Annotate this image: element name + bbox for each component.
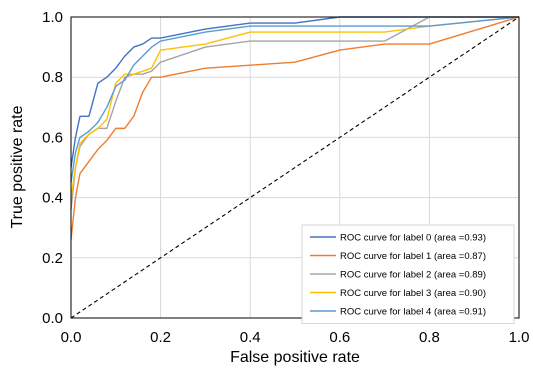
grid: [70, 16, 520, 319]
series-line-label-0: [70, 16, 519, 168]
y-tick-label: 1.0: [42, 9, 63, 26]
y-tick-label: 0.0: [42, 310, 63, 327]
legend-label-1: ROC curve for label 1 (area =0.87): [340, 251, 486, 262]
x-tick-label: 0.0: [61, 329, 82, 346]
x-tick-labels: 0.0 0.2 0.4 0.6 0.8 1.0: [61, 329, 530, 346]
legend-label-4: ROC curve for label 4 (area =0.91): [340, 307, 486, 318]
y-tick-label: 0.4: [42, 190, 63, 207]
series-line-label-1: [70, 16, 520, 240]
y-tick-label: 0.6: [42, 129, 63, 146]
series-line-label-4: [70, 16, 520, 183]
y-tick-label: 0.8: [42, 69, 63, 86]
legend-box: [301, 224, 515, 324]
legend-label-2: ROC curve for label 2 (area =0.89): [340, 270, 486, 281]
plot-frame: [70, 16, 520, 319]
x-tick-label: 0.4: [240, 329, 261, 346]
x-axis-label: False positive rate: [230, 349, 360, 366]
y-tick-label: 0.2: [42, 250, 63, 267]
x-tick-label: 0.6: [329, 329, 350, 346]
legend: ROC curve for label 0 (area =0.93) ROC cu…: [301, 224, 515, 324]
reference-line-group: [70, 16, 520, 319]
y-tick-labels: 0.0 0.2 0.4 0.6 0.8 1.0: [42, 9, 63, 327]
reference-diagonal-line: [70, 16, 520, 319]
legend-label-3: ROC curve for label 3 (area =0.90): [340, 288, 486, 299]
series-group: [70, 16, 520, 240]
x-tick-label: 1.0: [509, 329, 530, 346]
series-line-label-3: [70, 16, 520, 198]
x-tick-label: 0.8: [419, 329, 440, 346]
y-axis-label: True positive rate: [9, 105, 26, 228]
x-tick-label: 0.2: [150, 329, 171, 346]
legend-label-0: ROC curve for label 0 (area =0.93): [340, 233, 486, 244]
